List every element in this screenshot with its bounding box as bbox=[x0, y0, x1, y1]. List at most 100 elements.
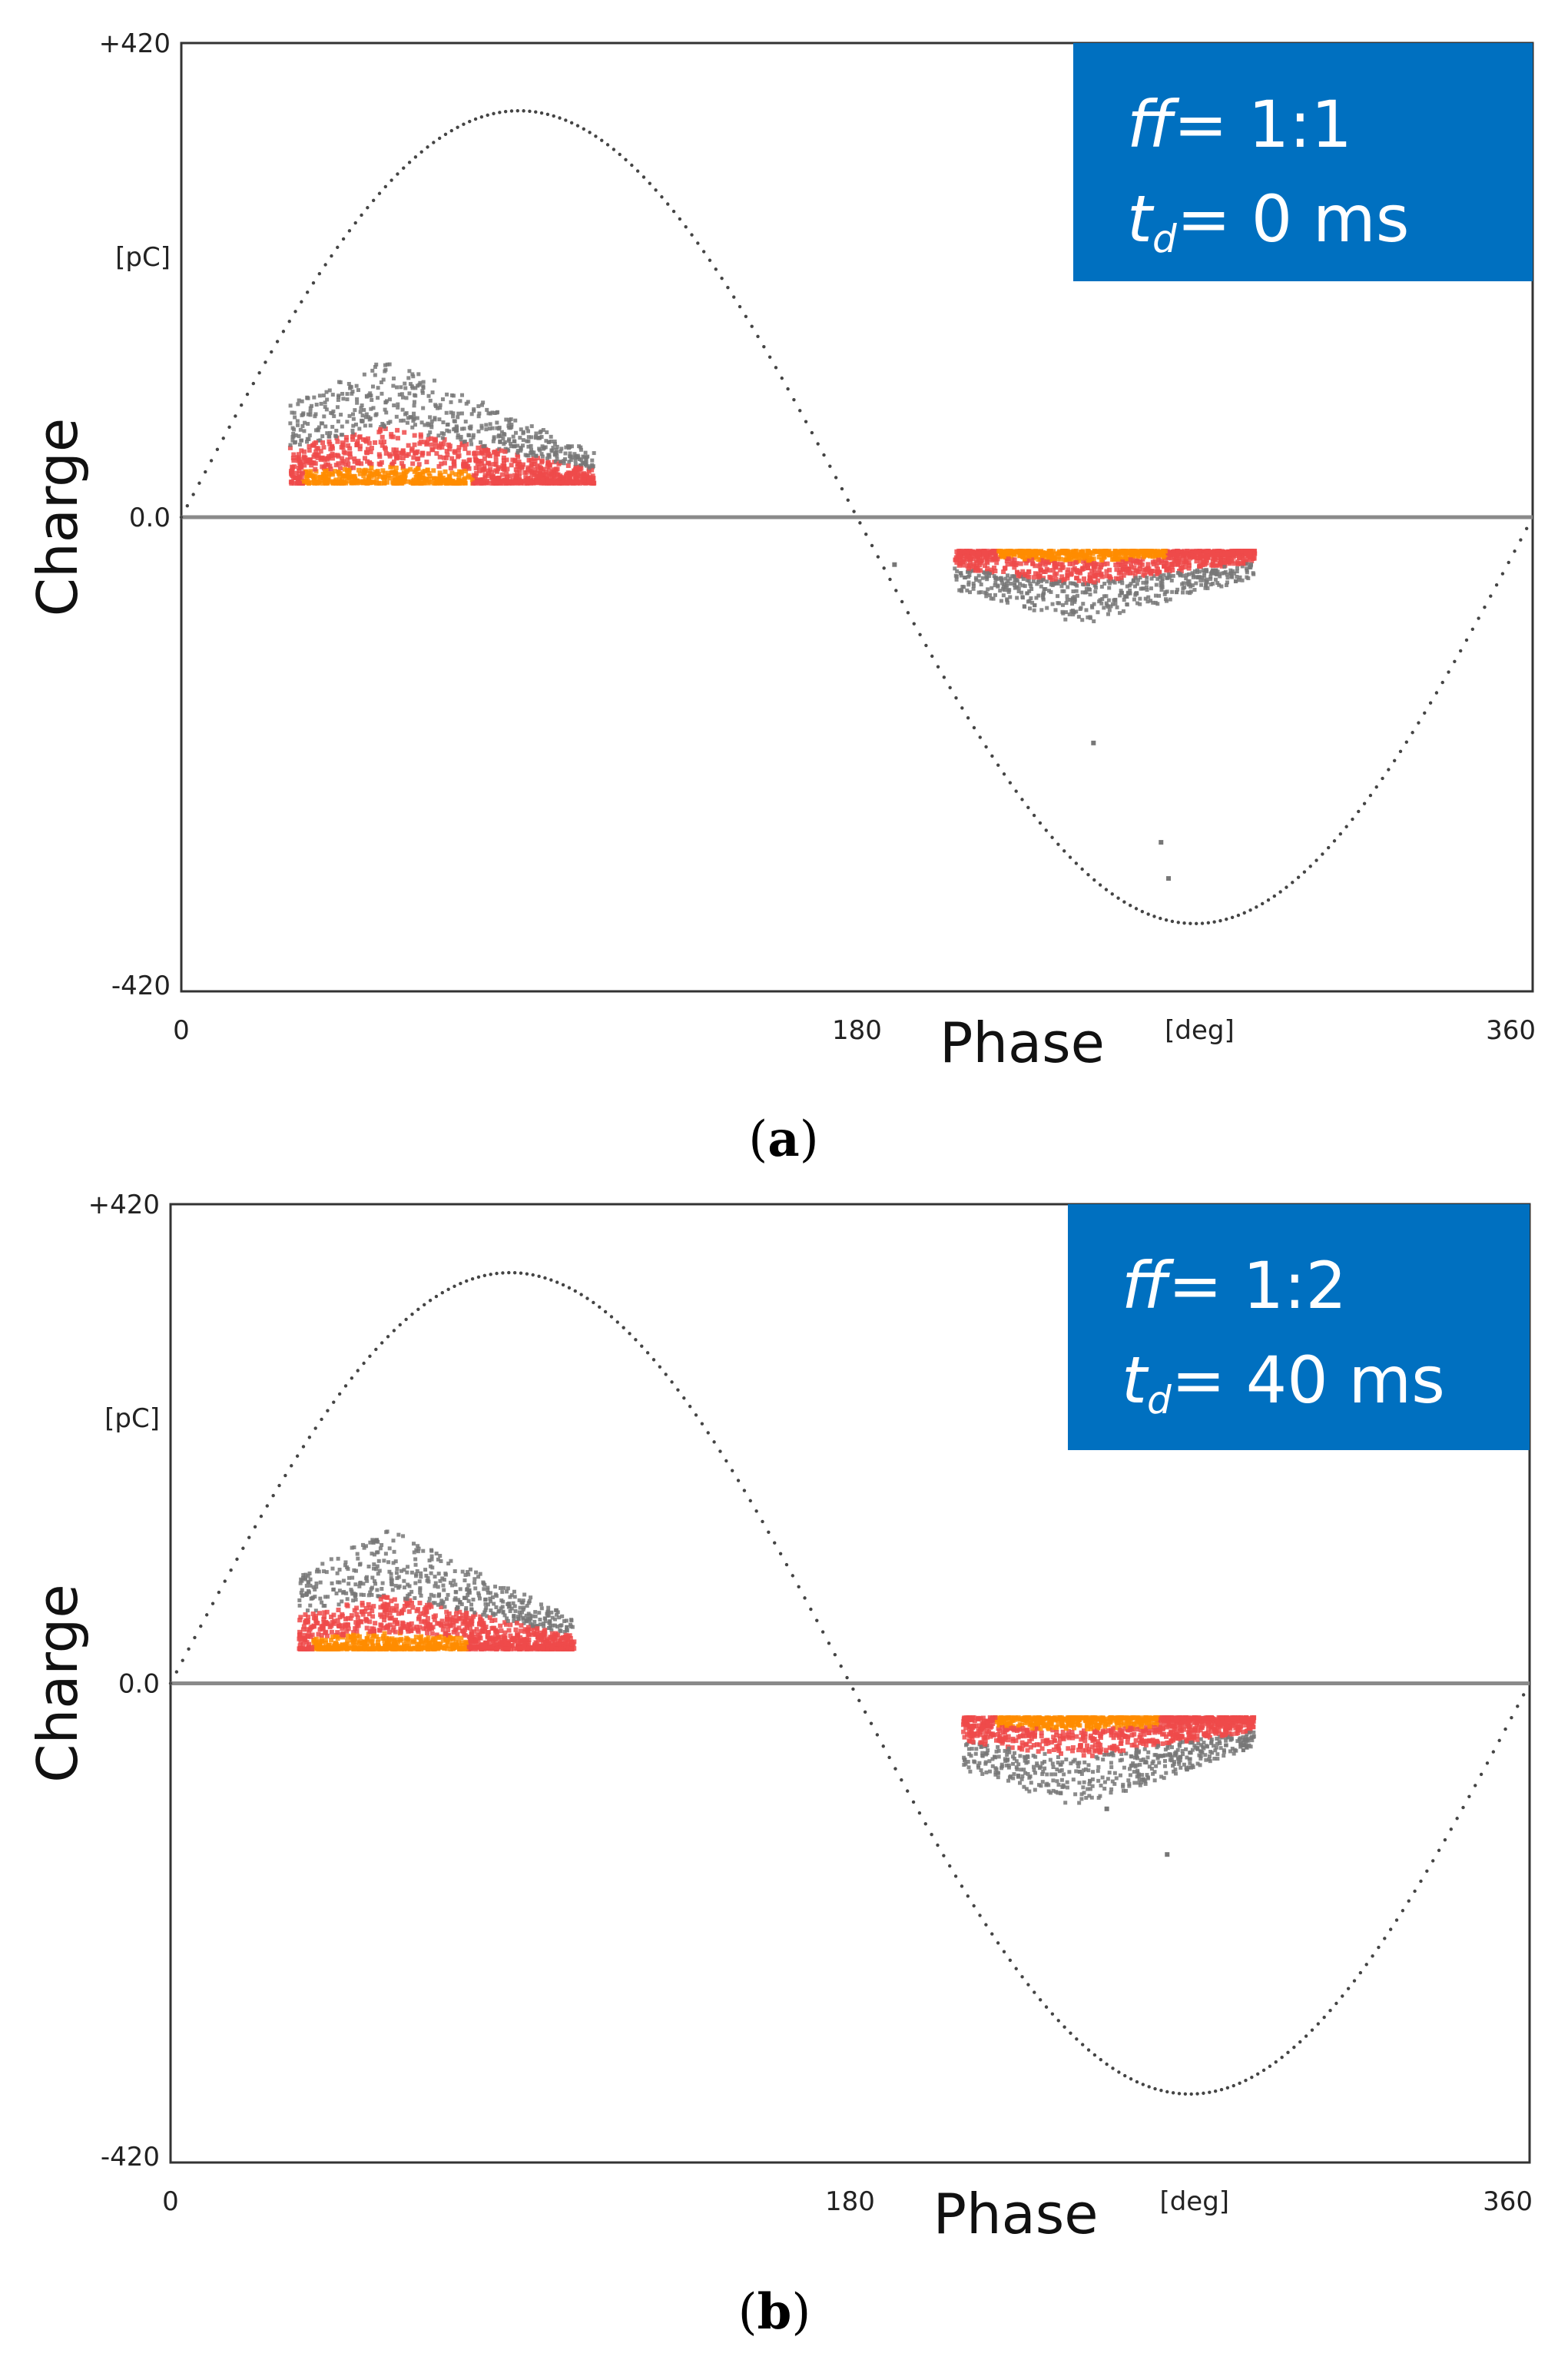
pd-pulse bbox=[471, 1629, 476, 1635]
pd-pulse bbox=[1115, 556, 1120, 562]
pd-pulse bbox=[307, 437, 311, 442]
pd-pulse bbox=[333, 463, 339, 468]
pd-pulse bbox=[1204, 568, 1208, 573]
pd-pulse bbox=[384, 1612, 390, 1618]
pd-pulse bbox=[459, 470, 464, 475]
pd-pulse bbox=[325, 456, 330, 462]
pd-pulse bbox=[426, 451, 431, 456]
pd-pulse bbox=[1088, 579, 1093, 584]
pd-pulse bbox=[1114, 549, 1119, 555]
pd-pulse bbox=[445, 1617, 450, 1622]
pd-pulse bbox=[1017, 553, 1023, 559]
pd-pulse bbox=[459, 434, 463, 439]
pd-pulse bbox=[1172, 554, 1177, 559]
pd-pulse bbox=[1106, 604, 1110, 609]
waveform-point bbox=[912, 622, 916, 626]
pd-pulse bbox=[418, 1586, 423, 1591]
pd-pulse bbox=[1062, 581, 1067, 586]
pd-pulse bbox=[426, 1635, 431, 1640]
pd-pulse bbox=[1138, 576, 1142, 580]
pd-pulse bbox=[401, 1625, 406, 1630]
pd-pulse bbox=[330, 424, 335, 429]
pd-pulse bbox=[498, 1623, 503, 1628]
pd-pulse bbox=[1112, 557, 1117, 563]
pd-pulse bbox=[483, 1602, 488, 1606]
waveform-point bbox=[869, 1721, 874, 1725]
pd-pulse bbox=[290, 464, 295, 470]
pd-pulse bbox=[484, 427, 489, 432]
pd-pulse bbox=[574, 480, 579, 486]
pd-pulse bbox=[563, 473, 569, 479]
waveform-point bbox=[413, 155, 418, 159]
pd-pulse bbox=[1096, 570, 1102, 576]
pd-pulse bbox=[1164, 561, 1169, 566]
pd-pulse bbox=[488, 422, 492, 427]
waveform-point bbox=[1503, 1727, 1507, 1731]
pd-pulse bbox=[456, 435, 460, 440]
waveform-point bbox=[857, 1698, 861, 1703]
pd-pulse bbox=[293, 415, 297, 420]
pd-pulse bbox=[512, 444, 517, 449]
pd-pulse bbox=[302, 1635, 307, 1641]
pd-pulse bbox=[1075, 583, 1079, 588]
waveform-point bbox=[1256, 2072, 1260, 2076]
pd-pulse bbox=[472, 450, 478, 456]
pd-pulse bbox=[1195, 576, 1200, 580]
pd-pulse bbox=[339, 413, 343, 417]
pd-pulse bbox=[533, 1614, 538, 1618]
pd-pulse bbox=[1249, 559, 1255, 564]
pd-pulse bbox=[310, 403, 314, 408]
pd-pulse bbox=[436, 464, 442, 470]
pd-pulse bbox=[1086, 566, 1091, 571]
pd-pulse bbox=[516, 1616, 521, 1621]
pd-pulse bbox=[358, 479, 363, 484]
waveform-point bbox=[774, 366, 778, 370]
pd-pulse bbox=[308, 469, 313, 474]
pd-pulse bbox=[368, 393, 373, 398]
pd-pulse bbox=[446, 442, 451, 447]
pd-pulse bbox=[320, 1562, 325, 1566]
pd-pulse bbox=[1141, 554, 1146, 559]
pd-pulse bbox=[382, 470, 387, 476]
waveform-point bbox=[1437, 1848, 1441, 1853]
pd-pulse bbox=[314, 1585, 319, 1589]
pd-pulse bbox=[1060, 602, 1065, 607]
pd-pulse bbox=[415, 1641, 420, 1647]
pd-pulse bbox=[547, 455, 552, 460]
pd-pulse bbox=[340, 391, 345, 396]
pd-pulse bbox=[406, 479, 411, 484]
pd-pulse bbox=[1235, 566, 1240, 570]
pd-pulse bbox=[304, 1640, 310, 1645]
waveform-point bbox=[174, 1670, 179, 1674]
pd-pulse bbox=[575, 453, 580, 458]
pd-pulse bbox=[1120, 550, 1125, 556]
pd-pulse bbox=[515, 1615, 520, 1619]
pd-pulse bbox=[1245, 549, 1251, 554]
waveform-point bbox=[1177, 2092, 1182, 2096]
pd-pulse bbox=[343, 474, 349, 480]
pd-pulse bbox=[1138, 559, 1143, 565]
pd-pulse bbox=[449, 400, 453, 404]
pd-pulse bbox=[1214, 568, 1218, 573]
pd-pulse bbox=[473, 1586, 478, 1591]
pd-pulse bbox=[1070, 567, 1076, 573]
pd-pulse bbox=[404, 1602, 409, 1607]
pd-pulse bbox=[296, 402, 300, 407]
pd-pulse bbox=[469, 442, 474, 446]
pd-pulse bbox=[340, 442, 346, 447]
pd-pulse bbox=[1236, 578, 1241, 583]
waveform-point bbox=[840, 486, 844, 491]
pd-pulse bbox=[475, 461, 480, 466]
pd-pulse bbox=[511, 1646, 516, 1651]
pd-pulse bbox=[413, 467, 419, 473]
pd-pulse bbox=[336, 1556, 340, 1561]
pd-pulse bbox=[381, 423, 386, 427]
pd-pulse bbox=[966, 554, 971, 559]
pd-pulse bbox=[496, 1609, 501, 1614]
pd-pulse bbox=[336, 1602, 341, 1607]
pd-pulse bbox=[402, 471, 407, 476]
waveform-point bbox=[181, 1658, 184, 1662]
waveform-point bbox=[1302, 870, 1307, 874]
pd-pulse bbox=[395, 1620, 400, 1625]
pd-pulse bbox=[412, 1550, 416, 1555]
